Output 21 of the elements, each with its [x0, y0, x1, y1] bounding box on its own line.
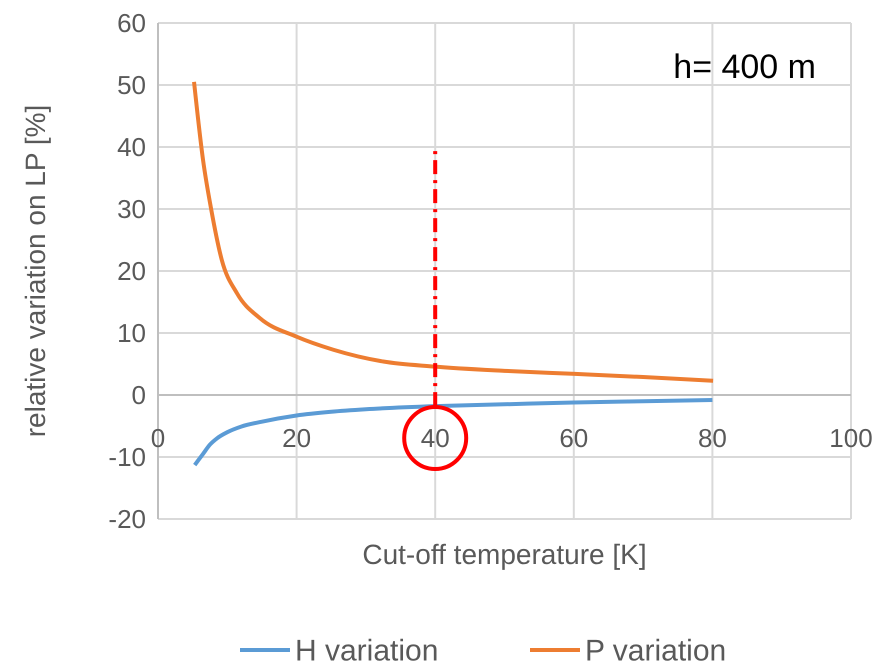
y-tick-label: 60 — [117, 8, 146, 38]
y-tick-label: 10 — [117, 318, 146, 348]
y-tick-label: 40 — [117, 132, 146, 162]
x-tick-label: 40 — [420, 423, 450, 453]
legend-label: P variation — [585, 634, 726, 665]
x-tick-label: 100 — [829, 423, 873, 453]
y-tick-label: 20 — [117, 256, 146, 286]
x-axis-title: Cut-off temperature [K] — [362, 539, 647, 570]
annotation: h= 400 m — [673, 48, 816, 86]
y-tick-label: -10 — [108, 442, 146, 472]
y-tick-label: 50 — [117, 70, 146, 100]
legend-label: H variation — [295, 634, 438, 665]
x-tick-label: 80 — [698, 423, 727, 453]
x-tick-label: 60 — [559, 423, 588, 453]
line-series — [192, 80, 716, 383]
x-tick-label: 20 — [282, 423, 312, 453]
x-tick-label: 0 — [150, 423, 166, 453]
y-tick-label: 30 — [117, 194, 146, 224]
y-tick-label: -20 — [108, 504, 146, 534]
y-tick-label: 0 — [132, 380, 146, 410]
y-axis-title: relative variation on LP [%] — [20, 104, 51, 438]
